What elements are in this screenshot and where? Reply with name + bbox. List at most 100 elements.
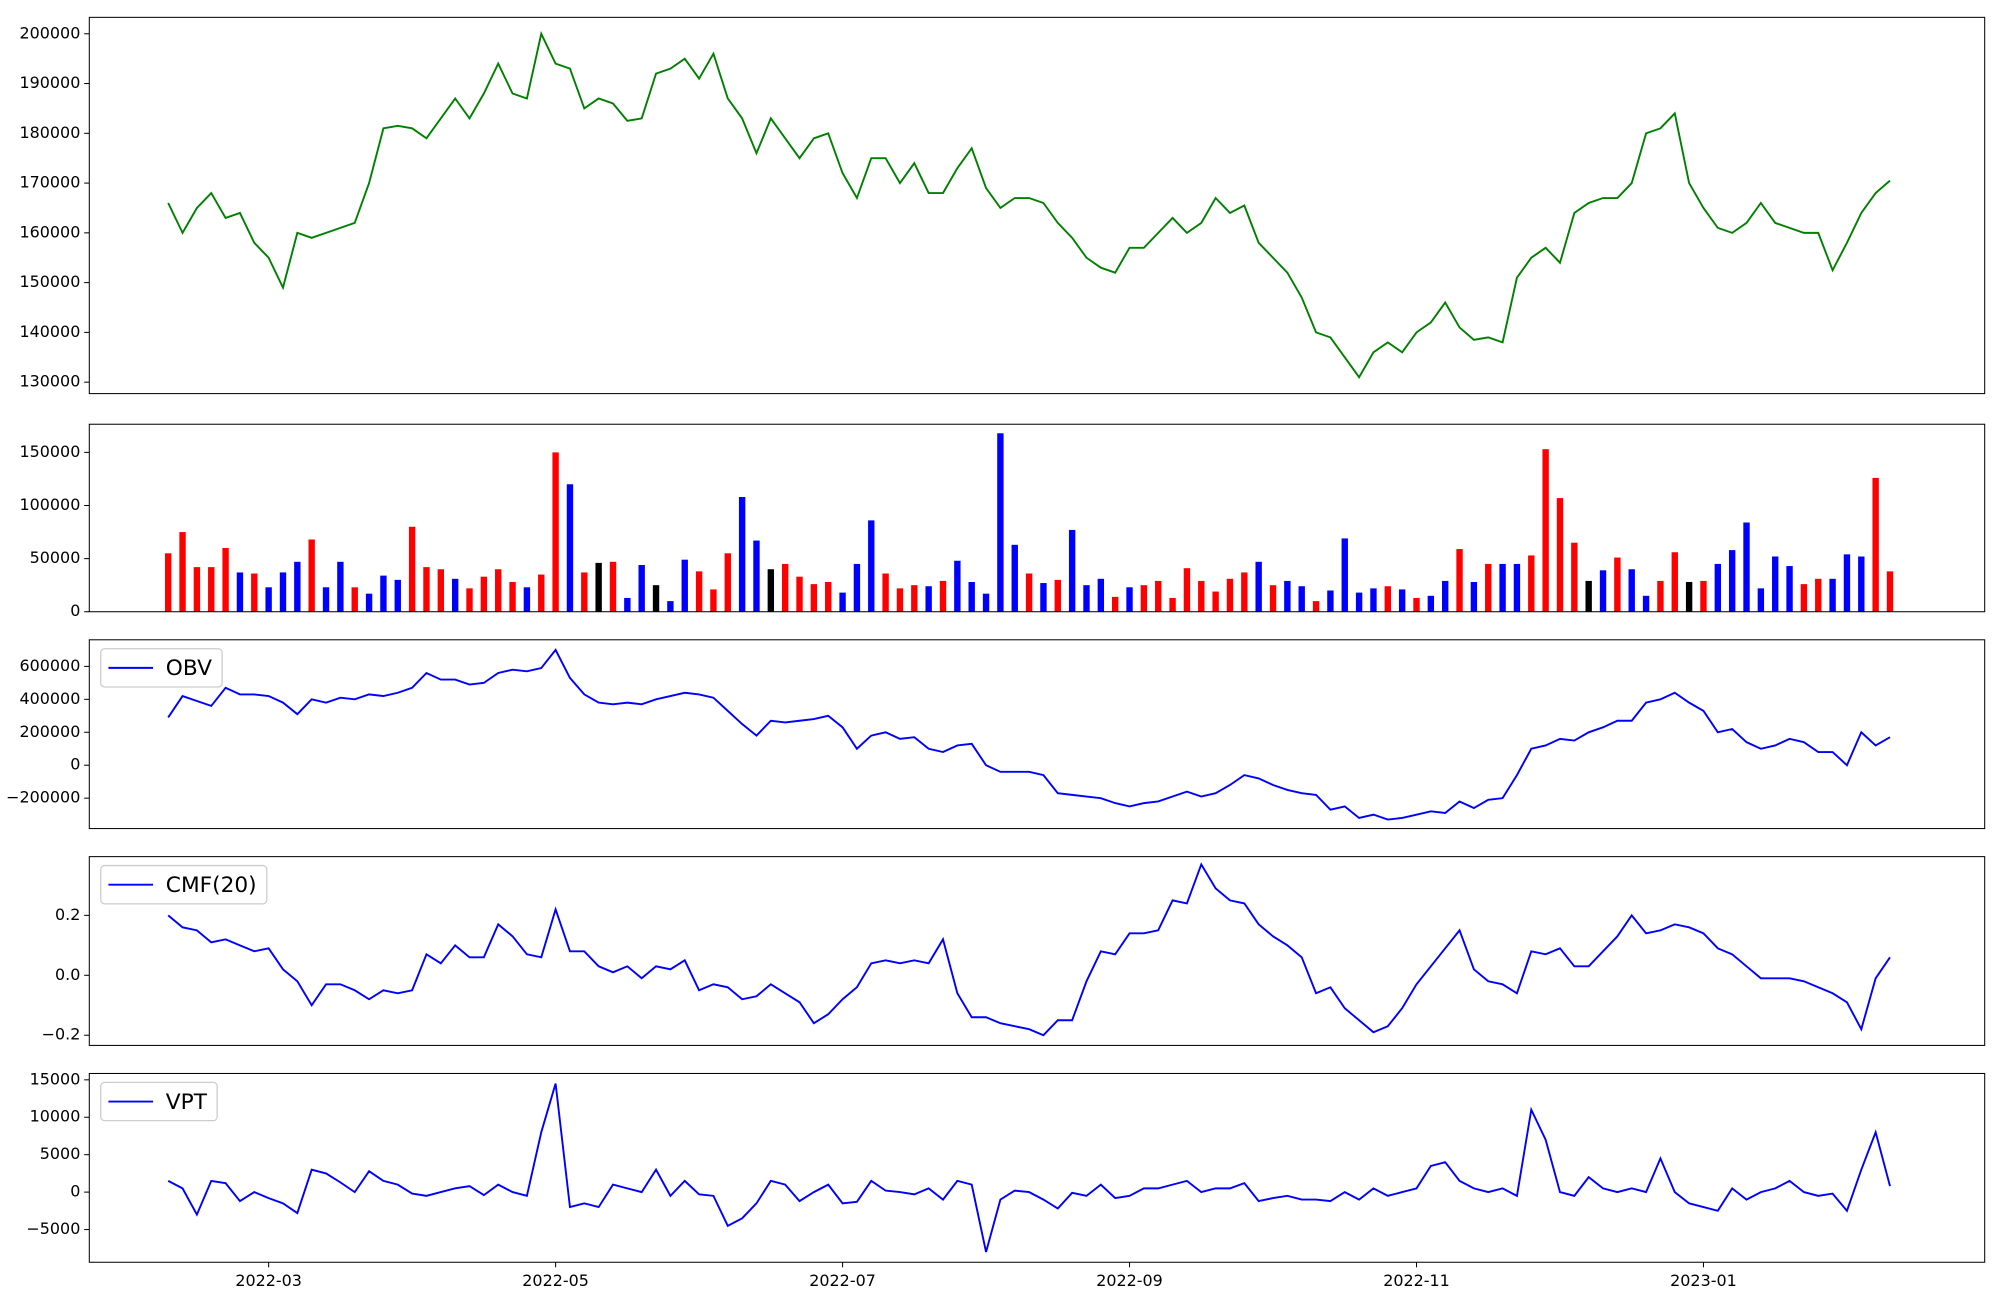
volume-bar — [954, 560, 961, 612]
volume-bar — [165, 553, 172, 612]
volume-bar — [509, 581, 516, 612]
volume-bar — [1284, 580, 1291, 612]
volume-bar — [394, 579, 401, 612]
y-tick-label: 140000 — [20, 322, 81, 341]
volume-bar — [911, 585, 918, 612]
volume-bar — [1442, 580, 1449, 612]
volume-bar — [1728, 550, 1736, 612]
volume-bar — [1858, 556, 1865, 612]
volume-bar — [423, 567, 430, 612]
volume-bar — [208, 567, 215, 612]
volume-bar — [1155, 580, 1162, 612]
x-tick-label: 2022-03 — [235, 1271, 302, 1290]
volume-bar — [408, 526, 416, 612]
panel: 130000 140000 150000 160000 170000 180000 1900… — [20, 16, 1986, 395]
volume-bar — [1485, 563, 1492, 612]
volume-bar — [308, 539, 315, 612]
volume-bar — [1786, 566, 1793, 612]
volume-bar — [1599, 570, 1607, 612]
volume-bar — [1025, 573, 1033, 612]
volume-bar — [1126, 587, 1133, 612]
volume-bar — [1815, 578, 1822, 612]
volume-bar — [1413, 597, 1420, 612]
y-tick-label: 0.2 — [55, 905, 80, 924]
plot-area — [89, 639, 1985, 829]
y-tick-label: 0 — [70, 601, 80, 620]
y-tick-label: −0.2 — [42, 1025, 81, 1044]
y-tick-label: 50000 — [30, 548, 81, 567]
volume-bar — [1327, 590, 1334, 612]
volume-bar — [1556, 498, 1564, 612]
volume-bar — [839, 592, 846, 612]
volume-bar — [652, 585, 660, 612]
volume-bar — [1384, 586, 1391, 612]
volume-bar — [1800, 584, 1808, 612]
y-tick-label: 5000 — [40, 1144, 81, 1163]
legend-frame — [100, 1081, 218, 1122]
x-tick-label: 2022-11 — [1383, 1271, 1450, 1290]
volume-bar — [1571, 542, 1578, 612]
volume-bar — [1011, 544, 1018, 612]
volume-bar — [925, 586, 932, 612]
panel-frame — [88, 1072, 1986, 1263]
volume-bar — [609, 561, 617, 612]
volume-bar — [1886, 571, 1894, 612]
volume-bar — [466, 588, 473, 612]
plot-area — [89, 856, 1985, 1046]
volume-bar — [1700, 580, 1707, 612]
volume-bar — [1499, 563, 1506, 612]
volume-bar — [825, 581, 832, 612]
volume-bar — [236, 572, 244, 612]
volume-bar — [1657, 580, 1664, 612]
volume-bar — [1226, 578, 1234, 612]
volume-bar — [1714, 563, 1722, 612]
volume-bar — [638, 564, 645, 612]
volume-bar — [538, 574, 545, 612]
volume-bar — [1671, 552, 1678, 612]
volume-bar — [265, 587, 272, 612]
volume-bar — [294, 561, 301, 612]
y-tick-label: 400000 — [20, 689, 81, 708]
legend: VPT — [100, 1081, 218, 1122]
series-line — [167, 648, 1891, 821]
volume-bar — [1298, 586, 1305, 612]
volume-bar — [1068, 529, 1076, 612]
volume-bar — [1542, 449, 1549, 612]
volume-bar — [222, 547, 229, 612]
volume-bar — [1427, 595, 1435, 612]
volume-bar — [710, 589, 717, 612]
volume-bar — [322, 587, 330, 612]
panel-frame — [88, 423, 1986, 613]
volume-bar — [1370, 588, 1377, 612]
panel-frame — [88, 639, 1986, 830]
volume-bar — [365, 593, 373, 612]
y-tick-label: 200000 — [20, 23, 81, 42]
plot-area — [89, 424, 1985, 612]
volume-bar — [1241, 572, 1248, 612]
legend-label: CMF(20) — [166, 873, 257, 898]
y-tick-label: −200000 — [6, 788, 80, 807]
volume-bar — [624, 597, 631, 612]
volume-bar — [1198, 580, 1205, 612]
volume-bar — [251, 573, 258, 612]
volume-bar — [380, 575, 387, 612]
volume-bar — [179, 532, 186, 612]
y-tick-label: 15000 — [30, 1069, 81, 1088]
volume-bar — [279, 572, 287, 612]
volume-bar — [581, 572, 588, 612]
panel: −5000 0 5000 10000 15000 VPT 2022-03 2022-05 202… — [26, 1069, 1986, 1290]
volume-bar — [1355, 592, 1363, 612]
volume-bar — [1843, 554, 1851, 612]
volume-bar — [1312, 601, 1320, 612]
plot-area — [89, 17, 1985, 394]
volume-bar — [997, 433, 1004, 612]
volume-bar — [1513, 563, 1521, 612]
panel: −200000 0 200000 400000 600000 OBV — [6, 639, 1986, 830]
price-line — [167, 30, 1891, 379]
y-tick-label: 100000 — [20, 495, 81, 514]
panel-frame — [88, 856, 1986, 1046]
volume-bar — [868, 520, 875, 612]
volume-bar — [1111, 596, 1119, 612]
volume-bar — [853, 563, 861, 612]
y-tick-label: 150000 — [20, 442, 81, 461]
